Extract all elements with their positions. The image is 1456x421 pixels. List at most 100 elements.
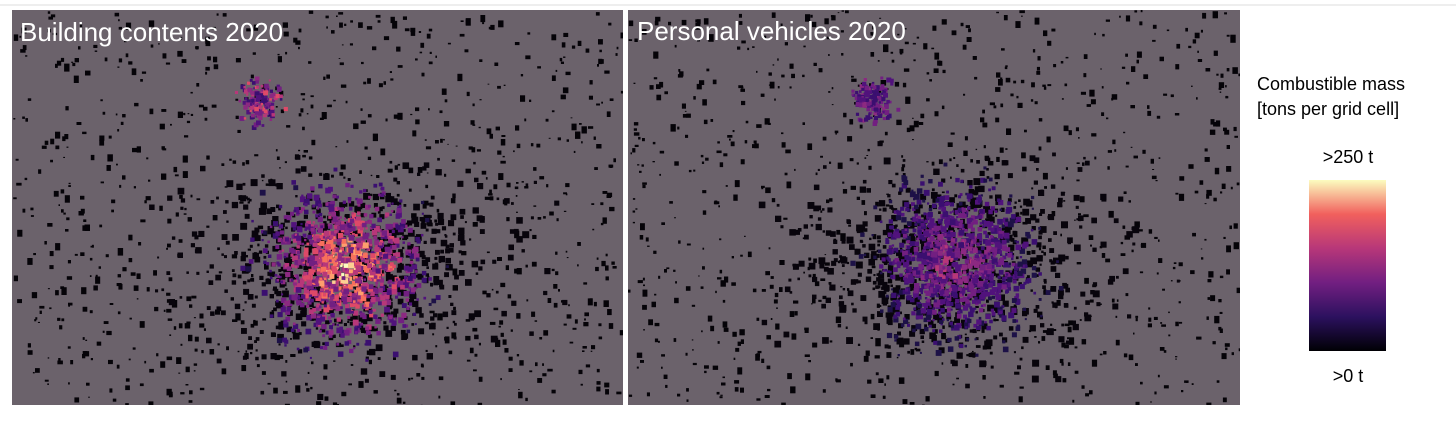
map-cell: [394, 238, 400, 244]
map-cell: [1094, 33, 1096, 35]
map-cell: [408, 378, 410, 381]
map-cell: [986, 339, 993, 346]
map-cell: [943, 70, 946, 73]
map-cell: [901, 213, 905, 217]
map-cell: [200, 388, 204, 390]
map-cell: [387, 290, 392, 295]
map-cell: [1074, 307, 1077, 310]
map-cell: [1114, 149, 1116, 152]
map-cell: [1215, 168, 1219, 175]
map-cell: [320, 346, 323, 349]
map-cell: [444, 174, 446, 177]
map-cell: [787, 373, 792, 379]
map-cell: [931, 48, 934, 50]
map-cell: [1195, 33, 1200, 39]
map-cell: [921, 175, 924, 178]
map-cell: [883, 245, 887, 249]
map-cell: [1223, 398, 1227, 403]
map-cell: [473, 104, 475, 107]
map-cell: [926, 98, 930, 101]
map-cell: [363, 242, 369, 248]
map-cell: [180, 207, 183, 210]
map-cell: [642, 164, 644, 166]
map-cell: [342, 239, 347, 244]
map-cell: [772, 198, 775, 202]
map-cell: [819, 264, 824, 269]
map-cell: [428, 277, 432, 281]
map-cell: [1102, 253, 1105, 258]
map-cell: [1092, 360, 1097, 367]
map-cell: [256, 86, 259, 89]
map-cell: [584, 318, 586, 320]
map-cell: [1168, 335, 1170, 337]
map-cell: [254, 104, 257, 107]
map-cell: [790, 291, 793, 294]
map-cell: [329, 325, 333, 329]
map-cell: [435, 56, 437, 58]
map-cell: [450, 303, 453, 306]
map-cell: [382, 230, 388, 236]
map-cell: [460, 215, 464, 219]
map-cell: [1038, 341, 1040, 343]
map-cell: [285, 161, 287, 163]
map-cell: [957, 353, 963, 359]
map-cell: [1062, 177, 1064, 180]
map-cell: [674, 161, 679, 165]
map-cell: [923, 43, 927, 49]
map-cell: [339, 311, 343, 315]
map-cell: [597, 64, 599, 67]
map-cell: [1141, 10, 1143, 12]
map-cell: [362, 382, 364, 384]
map-cell: [140, 383, 144, 386]
map-cell: [1058, 198, 1063, 203]
map-cell: [1208, 279, 1212, 282]
map-cell: [357, 211, 361, 215]
map-cell: [1225, 85, 1227, 87]
map-cell: [717, 277, 722, 279]
map-cell: [115, 13, 120, 17]
map-cell: [232, 269, 235, 272]
map-cell: [443, 312, 449, 318]
map-cell: [374, 279, 377, 282]
map-cell: [919, 122, 923, 125]
map-cell: [777, 204, 780, 207]
map-cell: [217, 359, 222, 364]
map-cell: [480, 15, 485, 22]
map-cell: [1158, 240, 1160, 242]
map-cell: [149, 369, 154, 373]
map-cell: [108, 360, 113, 364]
map-cell: [435, 345, 437, 347]
map-cell: [301, 93, 305, 95]
map-cell: [1235, 224, 1238, 226]
map-cell: [1021, 346, 1024, 349]
map-cell: [130, 318, 132, 320]
map-cell: [952, 210, 954, 212]
map-cell: [363, 189, 366, 192]
map-cell: [1171, 280, 1173, 281]
map-cell: [1024, 130, 1027, 133]
map-cell: [341, 165, 346, 170]
map-cell: [794, 169, 796, 171]
map-cell: [878, 378, 883, 383]
map-cell: [236, 184, 242, 190]
map-cell: [454, 323, 457, 326]
map-cell: [583, 322, 588, 326]
map-cell: [1130, 105, 1135, 108]
map-cell: [453, 307, 456, 310]
map-cell: [937, 341, 942, 346]
map-cell: [487, 128, 492, 134]
map-cell: [480, 99, 482, 100]
map-cell: [865, 157, 867, 159]
map-cell: [246, 160, 250, 164]
map-cell: [420, 43, 424, 48]
map-cell: [827, 268, 834, 275]
map-cell: [517, 268, 522, 274]
map-cell: [234, 251, 238, 255]
map-cell: [445, 268, 447, 270]
map-cell: [952, 360, 958, 366]
map-cell: [942, 362, 944, 364]
map-cell: [632, 148, 635, 152]
map-cell: [873, 205, 877, 209]
map-cell: [276, 262, 279, 265]
map-cell: [1039, 118, 1043, 121]
